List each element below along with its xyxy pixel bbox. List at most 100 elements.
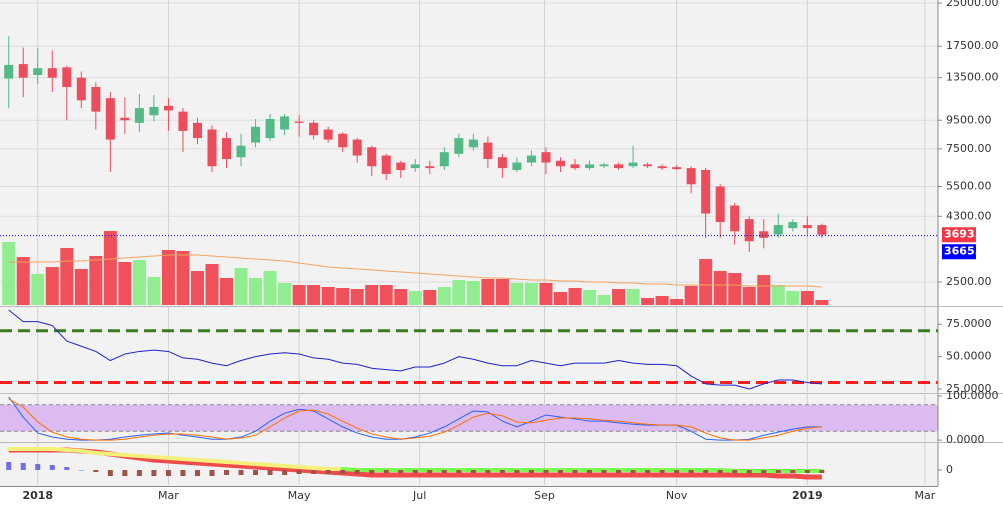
band: [0, 404, 938, 432]
volume-bar: [205, 264, 219, 305]
indicator-line: [8, 396, 822, 441]
candle-body: [817, 225, 827, 235]
histogram-bar: [238, 470, 244, 475]
histogram-bar: [659, 470, 665, 473]
candle-body: [628, 162, 638, 167]
histogram-bar: [340, 470, 346, 474]
volume-bar: [481, 279, 495, 305]
histogram-bar: [688, 470, 694, 473]
volume-bar: [684, 286, 698, 305]
candle-body: [512, 162, 522, 171]
histogram-bar: [253, 470, 259, 475]
volume-bar: [408, 291, 422, 305]
oscillator-segment: [209, 459, 229, 464]
histogram-bar: [20, 463, 26, 470]
volume-bar: [786, 291, 800, 305]
volume-bar: [16, 257, 30, 305]
volume-bar: [234, 268, 248, 305]
volume-bar: [307, 285, 321, 305]
histogram-bar: [165, 470, 171, 476]
candle-body: [207, 129, 217, 167]
histogram-bar: [412, 470, 418, 473]
candle-body: [381, 155, 391, 174]
volume-bar: [103, 231, 117, 305]
volume-bar: [742, 287, 756, 305]
volume-average: [8, 254, 822, 288]
histogram-bar: [122, 470, 128, 476]
x-tick-label: 2019: [792, 489, 823, 502]
volume-bar: [641, 298, 655, 305]
candle-body: [454, 138, 464, 154]
candle-body: [178, 111, 188, 131]
y-tick-label: 75.0000: [946, 317, 992, 330]
candle-body: [47, 68, 57, 78]
volume-bar: [220, 278, 234, 305]
volume-bar: [249, 278, 263, 305]
x-tick-label: Sep: [534, 489, 555, 502]
volume-bar: [800, 291, 814, 305]
candle-body: [251, 126, 261, 143]
candle-body: [236, 145, 246, 158]
y-tick-label: 13500.00: [946, 71, 999, 84]
histogram-bar: [761, 470, 767, 473]
candle-body: [410, 164, 420, 169]
histogram-bar: [78, 470, 84, 471]
volume-bar: [524, 283, 538, 305]
candle-body: [265, 118, 275, 139]
oscillator-segment: [195, 458, 214, 463]
histogram-bar: [514, 470, 520, 473]
price-panel: [0, 0, 938, 306]
indicator-line: [8, 309, 822, 390]
histogram-bar: [746, 470, 752, 473]
histogram-bar: [456, 470, 462, 473]
histogram-bar: [398, 470, 404, 473]
price-label: 3693.00: [944, 228, 994, 241]
volume-bar: [336, 288, 350, 305]
oscillator-segment: [137, 454, 156, 459]
y-tick-label: 7500.00: [946, 142, 992, 155]
histogram-bar: [572, 470, 578, 473]
oscillator-segment: [282, 464, 302, 469]
candle-body: [614, 164, 624, 169]
oscillator-segment: [180, 457, 200, 462]
volume-bar: [45, 267, 59, 305]
volume-bar: [31, 274, 45, 305]
oscillator-segment: [166, 456, 185, 461]
volume-bar: [771, 285, 785, 305]
histogram-bar: [616, 470, 622, 473]
y-tick-label: 4300.00: [946, 209, 992, 222]
histogram-bar: [194, 470, 200, 476]
volume-bar: [728, 273, 742, 305]
volume-bar: [815, 300, 829, 305]
volume-bar: [597, 295, 611, 305]
candle-body: [788, 222, 798, 229]
volume-bar: [583, 290, 597, 305]
histogram-bar: [267, 470, 273, 475]
x-tick-label: May: [288, 489, 311, 502]
candle-body: [439, 152, 449, 167]
candle-body: [715, 186, 725, 223]
histogram-bar: [790, 470, 796, 473]
histogram-bar: [325, 470, 331, 474]
oscillator-segment: [122, 453, 142, 458]
volume-bar: [437, 287, 451, 305]
candle-body: [18, 64, 28, 78]
candle-body: [483, 142, 493, 160]
histogram-bar: [49, 465, 55, 470]
volume-bar: [292, 285, 306, 305]
volume-bar: [495, 279, 509, 305]
candle-body: [657, 166, 667, 169]
candle-body: [323, 129, 333, 140]
histogram-bar: [6, 462, 12, 470]
candle-body: [744, 219, 754, 242]
oscillator-segment: [268, 463, 287, 468]
price-label-box: [942, 227, 976, 243]
candle-body: [526, 155, 536, 163]
y-tick-label: 5500.00: [946, 179, 992, 192]
histogram-bar: [35, 464, 41, 470]
volume-bar: [612, 289, 626, 305]
histogram-bar: [136, 470, 142, 476]
grid-layer: [0, 0, 938, 485]
volume-bar: [278, 283, 292, 305]
